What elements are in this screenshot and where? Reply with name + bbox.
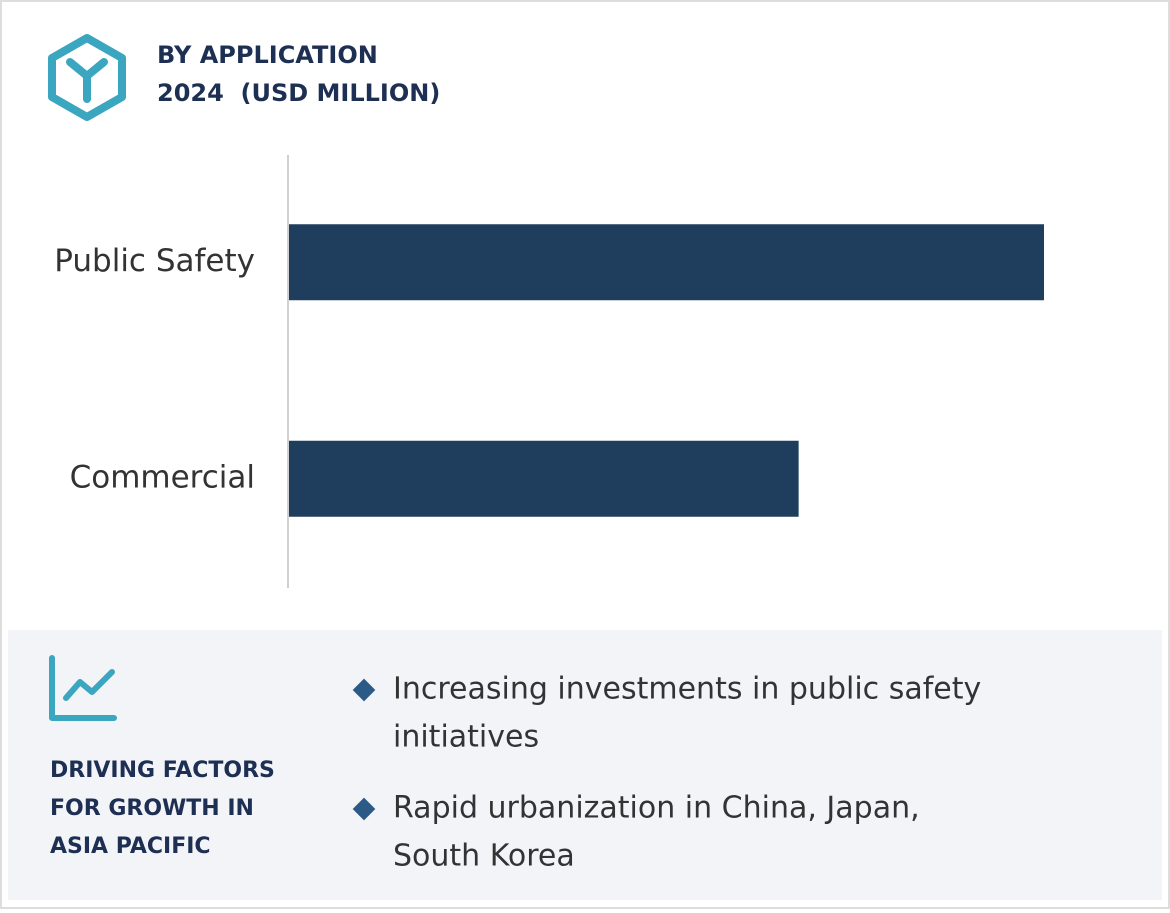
drivers: DRIVING FACTORS FOR GROWTH IN ASIA PACIFIC… xyxy=(50,672,981,874)
driver-item-line: Increasing investments in public safety xyxy=(393,672,981,707)
header-title-line: BY APPLICATION xyxy=(157,41,378,69)
driver-item-line: Rapid urbanization in China, Japan, xyxy=(393,791,920,826)
hex-icon xyxy=(48,34,126,121)
trend-icon xyxy=(49,655,117,721)
driver-item-line: South Korea xyxy=(393,839,575,874)
plot: Public Safety Commercial xyxy=(54,224,1044,517)
category-label: Commercial xyxy=(70,459,255,495)
bar xyxy=(289,224,1044,301)
drivers-panel xyxy=(8,630,1162,900)
drivers-title-line: FOR GROWTH IN xyxy=(50,796,254,821)
drivers-title-line: ASIA PACIFIC xyxy=(50,834,211,859)
header-title-line: 2024 (USD MILLION) xyxy=(157,79,440,107)
drivers-title-line: DRIVING FACTORS xyxy=(50,758,275,783)
category-label: Public Safety xyxy=(54,243,255,279)
driver-item-line: initiatives xyxy=(393,720,539,755)
bar xyxy=(289,440,799,517)
